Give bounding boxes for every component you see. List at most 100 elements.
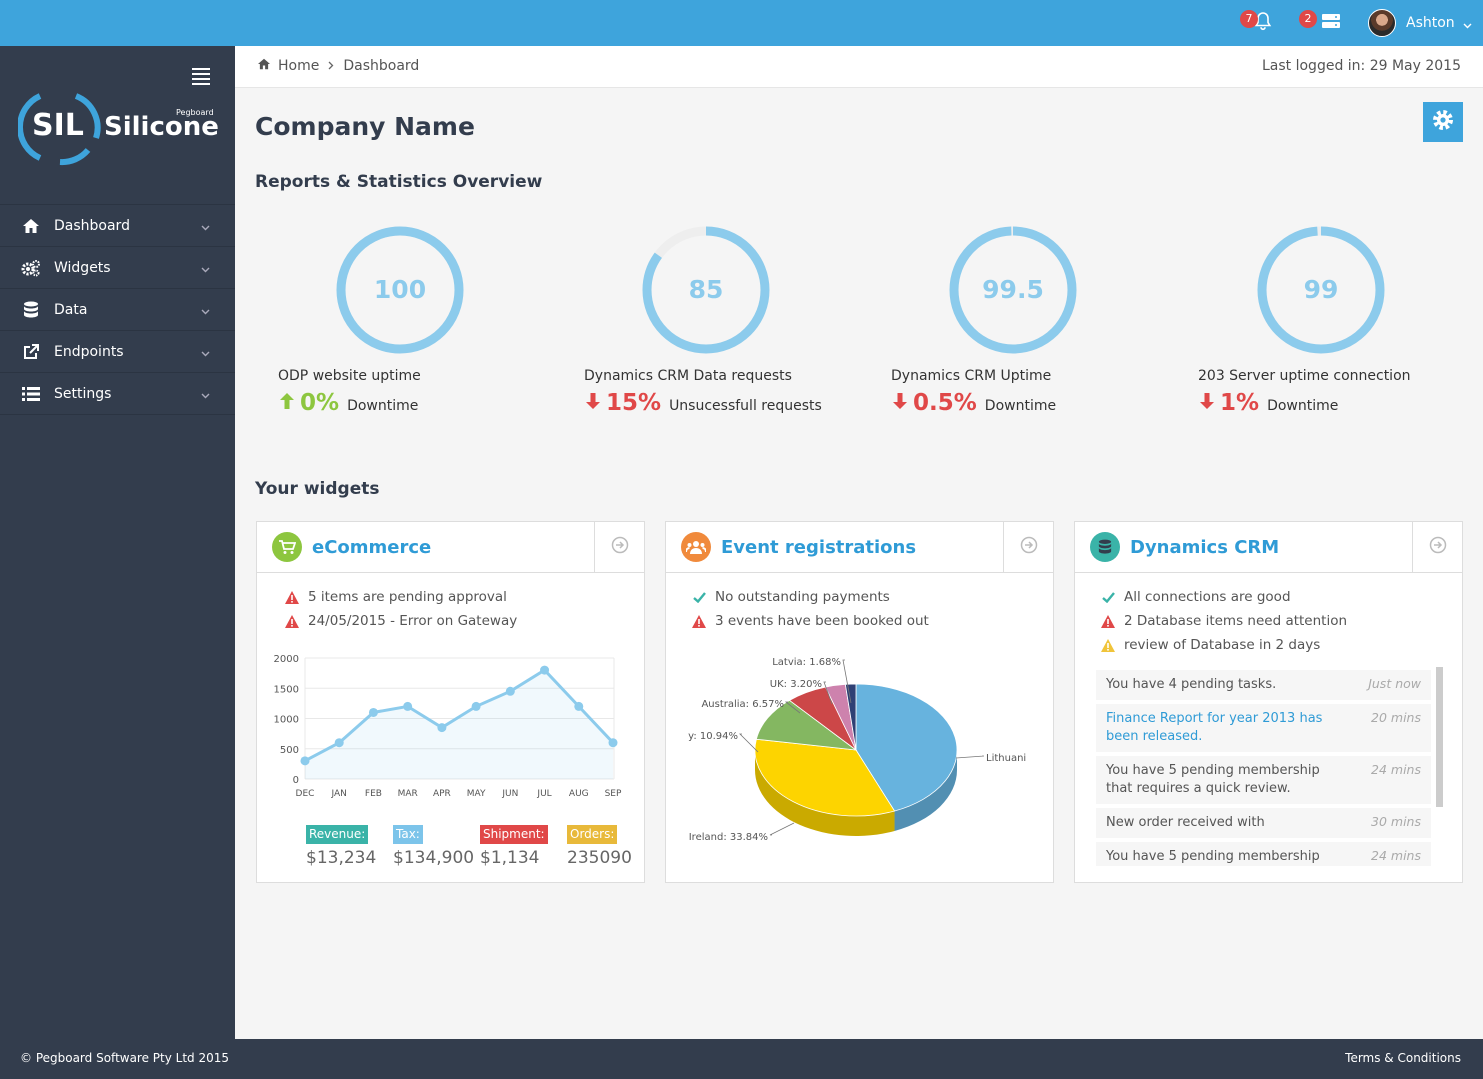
server-icon	[1321, 12, 1341, 34]
sidebar-nav: Dashboard Widgets Data Endpoints Setting…	[0, 204, 235, 415]
sidebar-item-endpoints[interactable]: Endpoints	[0, 331, 235, 373]
event-registrations-widget: Event registrations No outstanding payme…	[665, 521, 1054, 883]
stat-ring-arc	[1257, 226, 1385, 354]
task-time: 20 mins	[1371, 710, 1421, 725]
stat-percent: 15%	[606, 390, 662, 416]
cart-icon	[272, 532, 302, 562]
alert-text: 5 items are pending approval	[308, 589, 507, 605]
alert-item: 24/05/2015 - Error on Gateway	[285, 613, 517, 629]
last-logged-in: Last logged in: 29 May 2015	[1261, 58, 1461, 74]
widget-header: eCommerce	[257, 522, 644, 573]
menu-toggle-icon[interactable]	[192, 68, 210, 85]
pie-label-line	[739, 733, 759, 753]
x-tick-label: MAR	[398, 789, 418, 799]
page-title: Company Name	[255, 112, 475, 141]
notifications-button[interactable]	[1253, 0, 1273, 46]
stat-ring-arc	[949, 226, 1077, 354]
ecommerce-area-chart: 0 500 1000 1500 2000 DEC JAN FEB MAR APR MAY JUN JUL…	[274, 654, 622, 799]
stat-value: 85	[688, 275, 724, 304]
data-point	[300, 756, 310, 766]
user-name: Ashton	[1406, 15, 1455, 31]
user-menu[interactable]: Ashton	[1368, 0, 1472, 46]
pie-label: y: 10.94%	[688, 731, 738, 742]
pie-label-line	[955, 755, 985, 759]
alert-text: No outstanding payments	[715, 589, 890, 605]
dynamics-crm-widget: Dynamics CRM All connections are good 2 …	[1074, 521, 1463, 883]
stat-sublabel: Downtime	[984, 398, 1057, 414]
pie-slice	[754, 738, 896, 817]
breadcrumb-home-link[interactable]: Home	[278, 58, 320, 74]
stat-label: Dynamics CRM Data requests	[584, 368, 792, 384]
stat-ring-arc	[336, 226, 464, 354]
summary-amount: $134,900	[393, 848, 475, 868]
widget-title: Dynamics CRM	[1130, 537, 1280, 558]
stat-value: 99	[1303, 275, 1339, 304]
settings-button[interactable]	[1423, 102, 1463, 142]
stat-change: 0.5% Downtime	[891, 390, 1056, 416]
pie-label-line	[784, 701, 801, 714]
data-point	[540, 665, 550, 675]
summary-tag: Revenue:	[306, 825, 369, 844]
arrow-circle-right-icon	[1429, 536, 1447, 558]
database-icon	[1090, 532, 1120, 562]
list-icon	[21, 384, 41, 404]
logo-name: Silicone	[104, 112, 219, 142]
warning-icon	[285, 614, 299, 628]
terms-link[interactable]: Terms & Conditions	[1345, 1051, 1461, 1065]
chevron-down-icon	[201, 345, 210, 361]
reports-heading: Reports & Statistics Overview	[255, 172, 543, 192]
y-tick-label: 0	[293, 775, 299, 786]
x-tick-label: AUG	[569, 789, 589, 799]
warning-icon	[1101, 614, 1115, 628]
sidebar-item-data[interactable]: Data	[0, 289, 235, 331]
stat-ring: 99.5	[949, 226, 1077, 354]
summary-amount: 235090	[567, 848, 632, 868]
summary-tag: Shipment:	[480, 825, 548, 844]
stat-value: 100	[373, 275, 427, 304]
sidebar-item-dashboard[interactable]: Dashboard	[0, 205, 235, 247]
sidebar-item-settings[interactable]: Settings	[0, 373, 235, 415]
summary-tag: Tax:	[393, 825, 423, 844]
database-icon	[21, 300, 41, 320]
list-item[interactable]: You have 5 pending membership that 24 mi…	[1096, 842, 1431, 866]
logo: SIL Silicone Pegboard	[18, 88, 223, 166]
widgets-heading: Your widgets	[255, 479, 380, 499]
widget-title: eCommerce	[312, 537, 432, 558]
stat-sublabel: Unsucessfull requests	[669, 398, 822, 414]
widget-open-button[interactable]	[1003, 522, 1053, 572]
top-bar: 7 2 Ashton	[0, 0, 1483, 46]
bell-icon	[1253, 11, 1273, 35]
stat-ring-arc	[642, 226, 770, 354]
pie-slice	[844, 683, 857, 751]
data-point	[334, 738, 344, 748]
arrow-down-icon	[1198, 392, 1216, 414]
sidebar-item-widgets[interactable]: Widgets	[0, 247, 235, 289]
widget-header: Dynamics CRM	[1075, 522, 1462, 573]
chevron-right-icon	[328, 58, 334, 74]
list-item[interactable]: Finance Report for year 2013 has been re…	[1096, 704, 1431, 752]
list-item[interactable]: New order received with 30 mins	[1096, 808, 1431, 838]
breadcrumb: Home Dashboard	[257, 58, 419, 74]
y-tick-label: 500	[280, 745, 299, 756]
summary-shipment: Shipment: $1,134	[480, 823, 548, 868]
list-item[interactable]: You have 4 pending tasks. Just now	[1096, 670, 1431, 700]
data-point	[505, 686, 515, 696]
task-text: You have 5 pending membership that requi…	[1106, 763, 1320, 796]
warning-icon	[1101, 638, 1115, 652]
scrollbar[interactable]	[1436, 667, 1443, 807]
widget-open-button[interactable]	[594, 522, 644, 572]
list-item[interactable]: You have 5 pending membership that requi…	[1096, 756, 1431, 804]
arrow-circle-right-icon	[1020, 536, 1038, 558]
pie-label: Lithuani	[986, 753, 1026, 764]
gears-icon	[21, 258, 41, 278]
alert-text: All connections are good	[1124, 589, 1291, 605]
summary-orders: Orders: 235090	[567, 823, 632, 868]
stat-percent: 0.5%	[913, 390, 977, 416]
alert-text: review of Database in 2 days	[1124, 637, 1321, 653]
task-list: You have 4 pending tasks. Just now Finan…	[1075, 522, 1462, 866]
messages-button[interactable]	[1321, 0, 1341, 46]
widget-open-button[interactable]	[1412, 522, 1462, 572]
avatar	[1368, 9, 1396, 37]
check-icon	[692, 590, 706, 604]
task-text: Finance Report for year 2013 has been re…	[1106, 711, 1323, 744]
